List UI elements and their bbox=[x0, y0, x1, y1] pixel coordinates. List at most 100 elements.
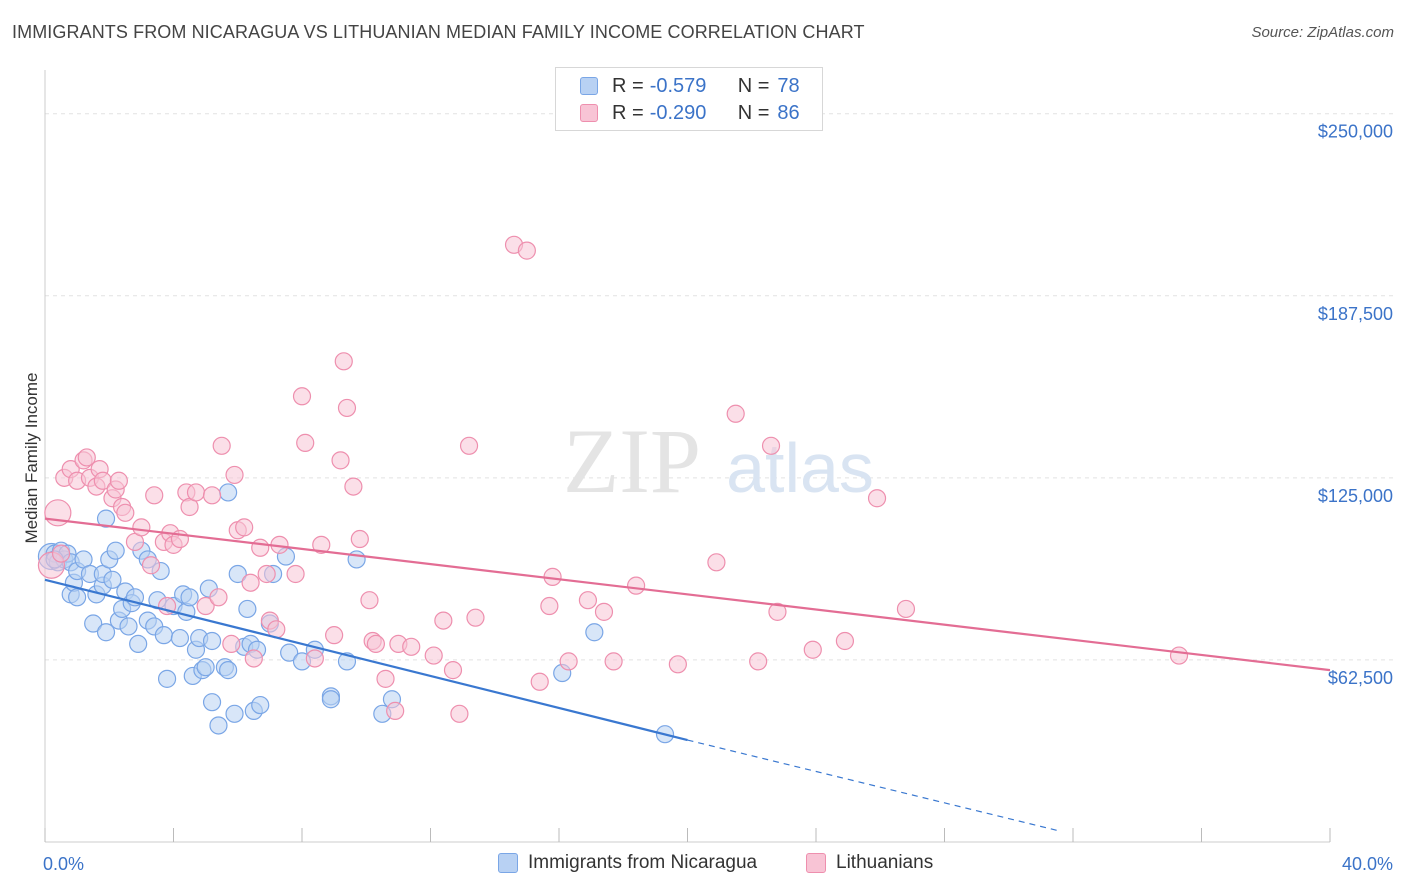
legend-r-value: -0.290 bbox=[649, 101, 707, 124]
point-nicaragua bbox=[68, 588, 87, 607]
point-lithuanian bbox=[761, 436, 781, 455]
point-lithuanian bbox=[77, 448, 96, 467]
point-nicaragua bbox=[228, 564, 247, 584]
point-lithuanian bbox=[594, 602, 614, 621]
point-lithuanian bbox=[257, 564, 276, 584]
bottom-legend-swatch-nicaragua bbox=[498, 853, 518, 873]
point-lithuanian bbox=[386, 701, 405, 721]
tick-labels: $62,500 $125,000 $187,500 $250,000 0.0% 40.0% bbox=[43, 122, 1393, 874]
point-lithuanian bbox=[109, 471, 128, 490]
point-nicaragua bbox=[202, 631, 222, 651]
point-lithuanian bbox=[450, 704, 469, 723]
point-nicaragua bbox=[106, 541, 125, 560]
point-lithuanian bbox=[896, 599, 916, 619]
point-lithuanian bbox=[668, 655, 687, 674]
watermark-zip: ZIP bbox=[563, 410, 701, 512]
legend-swatch-nicaragua bbox=[580, 77, 598, 95]
legend-r-label: R = bbox=[612, 74, 644, 97]
point-lithuanian bbox=[209, 588, 228, 607]
point-nicaragua bbox=[129, 634, 148, 654]
point-lithuanian bbox=[835, 631, 855, 651]
point-nicaragua bbox=[202, 693, 222, 712]
legend-row-nicaragua: R = -0.579 N = 78 bbox=[580, 73, 800, 99]
point-lithuanian bbox=[186, 483, 206, 502]
point-lithuanian bbox=[376, 669, 395, 688]
point-lithuanian bbox=[517, 241, 536, 260]
legend-r-value: -0.579 bbox=[649, 74, 707, 97]
source-label: Source: ZipAtlas.com bbox=[1251, 24, 1394, 41]
point-lithuanian bbox=[251, 538, 270, 557]
point-lithuanian bbox=[360, 591, 379, 610]
y-tick-label: $62,500 bbox=[1328, 668, 1393, 688]
point-lithuanian bbox=[235, 518, 254, 537]
point-nicaragua bbox=[219, 483, 238, 502]
correlation-legend: R = -0.579 N = 78 R = -0.290 N = 86 bbox=[555, 67, 823, 131]
data-points bbox=[37, 235, 1189, 744]
point-nicaragua bbox=[251, 695, 270, 715]
point-lithuanian bbox=[350, 529, 369, 549]
point-lithuanian bbox=[559, 652, 578, 671]
point-lithuanian bbox=[196, 596, 215, 616]
point-lithuanian bbox=[578, 591, 598, 610]
point-lithuanian bbox=[344, 477, 363, 496]
bottom-legend-label-lithuanians: Lithuanians bbox=[836, 852, 934, 873]
point-lithuanian bbox=[402, 637, 421, 656]
point-nicaragua bbox=[196, 658, 215, 677]
point-lithuanian bbox=[867, 489, 887, 508]
point-lithuanian bbox=[803, 640, 822, 659]
point-lithuanian bbox=[145, 486, 164, 505]
point-nicaragua bbox=[157, 669, 177, 688]
axes bbox=[44, 70, 1331, 843]
bottom-legend-swatch-lithuanians bbox=[806, 853, 826, 873]
point-lithuanian bbox=[749, 652, 768, 671]
point-lithuanian bbox=[337, 398, 357, 418]
point-nicaragua bbox=[84, 614, 103, 633]
point-lithuanian bbox=[1169, 646, 1189, 665]
point-lithuanian bbox=[132, 518, 151, 537]
point-nicaragua bbox=[347, 550, 366, 569]
bottom-legend-lithuanians: Lithuanians bbox=[806, 852, 933, 874]
bottom-legend-label-nicaragua: Immigrants from Nicaragua bbox=[528, 852, 758, 873]
point-nicaragua bbox=[238, 599, 257, 619]
point-lithuanian bbox=[241, 573, 260, 592]
point-nicaragua bbox=[280, 643, 299, 662]
legend-row-lithuanians: R = -0.290 N = 86 bbox=[580, 100, 800, 126]
point-nicaragua bbox=[96, 509, 116, 528]
point-lithuanian bbox=[222, 634, 241, 654]
point-lithuanian bbox=[331, 451, 350, 470]
point-lithuanian bbox=[305, 649, 324, 668]
point-lithuanian bbox=[141, 556, 161, 575]
point-lithuanian bbox=[626, 576, 646, 595]
point-lithuanian bbox=[707, 553, 726, 572]
point-lithuanian bbox=[530, 672, 549, 691]
point-lithuanian bbox=[225, 465, 244, 485]
point-nicaragua bbox=[585, 623, 604, 642]
watermark-atlas: atlas bbox=[726, 429, 874, 507]
legend-n-label: N = bbox=[737, 101, 770, 124]
point-lithuanian bbox=[466, 608, 485, 627]
y-axis-label: Median Family Income bbox=[22, 372, 41, 544]
legend-n-value: 78 bbox=[777, 74, 800, 97]
x-tick-label-max: 40.0% bbox=[1342, 854, 1393, 874]
point-nicaragua bbox=[119, 617, 138, 636]
point-nicaragua bbox=[96, 623, 116, 642]
point-nicaragua bbox=[180, 588, 199, 607]
point-lithuanian bbox=[212, 436, 231, 455]
y-tick-label: $250,000 bbox=[1318, 122, 1393, 142]
point-lithuanian bbox=[443, 661, 463, 680]
x-tick-label-min: 0.0% bbox=[43, 854, 84, 874]
point-nicaragua bbox=[225, 704, 244, 723]
point-nicaragua bbox=[103, 570, 122, 589]
trend-line-lithuanian bbox=[44, 517, 1331, 672]
legend-n-value: 86 bbox=[777, 101, 800, 124]
y-tick-label: $187,500 bbox=[1318, 304, 1393, 324]
point-lithuanian bbox=[325, 626, 344, 645]
point-lithuanian bbox=[244, 649, 263, 668]
point-nicaragua bbox=[219, 661, 238, 680]
point-lithuanian bbox=[296, 433, 315, 452]
trend-line-nicaragua bbox=[44, 578, 688, 742]
point-nicaragua bbox=[209, 716, 228, 735]
point-lithuanian bbox=[726, 404, 745, 423]
point-nicaragua bbox=[154, 626, 173, 645]
